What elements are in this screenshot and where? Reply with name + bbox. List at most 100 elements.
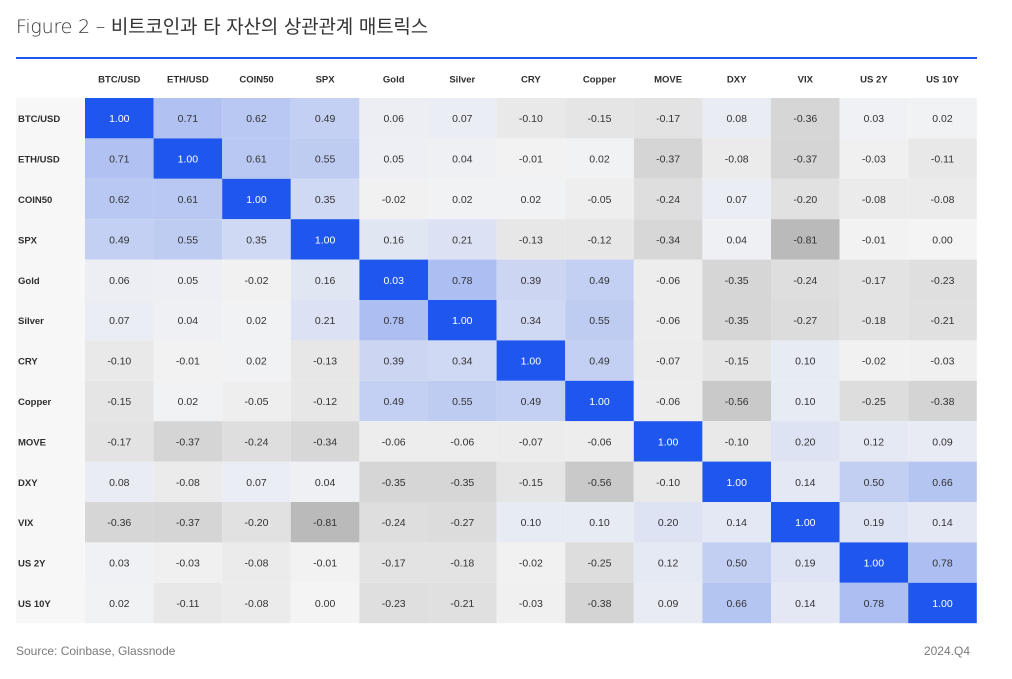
row-label: Gold [18, 276, 40, 287]
heatmap-cell [359, 219, 428, 260]
cell-value: 0.34 [452, 356, 473, 368]
heatmap-cell [428, 259, 497, 300]
heatmap-cell [839, 259, 909, 300]
cell-value: -0.15 [725, 356, 749, 368]
cell-value: 0.08 [109, 477, 130, 489]
cell-value: 0.19 [864, 517, 885, 529]
cell-value: 0.16 [315, 275, 336, 287]
heatmap-cell [633, 98, 703, 139]
heatmap-cell [565, 178, 634, 220]
header-band [16, 59, 977, 98]
cell-value: 1.00 [658, 436, 679, 448]
heatmap-cell [222, 542, 291, 583]
row-label-cell [16, 502, 85, 543]
heatmap-cell [565, 259, 634, 300]
heatmap-cell [222, 138, 291, 179]
cell-value: -0.24 [656, 194, 680, 206]
heatmap-cell [496, 178, 566, 220]
cell-value: 0.49 [109, 234, 130, 246]
heatmap-cell [908, 178, 977, 220]
heatmap-cell [359, 502, 428, 543]
heatmap-cell [85, 421, 154, 462]
column-label: ETH/USD [167, 75, 209, 86]
heatmap-cell [85, 178, 154, 220]
cell-value: 0.21 [315, 315, 336, 327]
heatmap-cell [85, 259, 154, 300]
cell-value: -0.07 [656, 356, 680, 368]
heatmap-cell [565, 300, 634, 341]
cell-value: 0.09 [932, 436, 953, 448]
heatmap-cell [771, 98, 840, 139]
heatmap-cell [290, 380, 360, 422]
cell-value: -0.03 [519, 598, 543, 610]
heatmap-cell [290, 582, 360, 624]
heatmap-cell [839, 461, 909, 502]
cell-value: 1.00 [864, 558, 885, 570]
cell-value: -0.06 [656, 396, 680, 408]
cell-value: -0.08 [931, 194, 955, 206]
heatmap-cell [839, 178, 909, 220]
heatmap-cell [222, 98, 291, 139]
cell-value: 0.49 [521, 396, 542, 408]
cell-value: 0.16 [383, 234, 404, 246]
cell-value: 0.07 [726, 194, 747, 206]
cell-value: -0.10 [725, 436, 749, 448]
cell-value: 0.66 [726, 598, 747, 610]
heatmap-cell [85, 380, 154, 422]
cell-value: 0.62 [109, 194, 130, 206]
heatmap-cell [565, 380, 634, 422]
cell-value: -0.06 [656, 315, 680, 327]
heatmap-cell [908, 98, 977, 139]
cell-value: -0.06 [588, 436, 612, 448]
cell-value: -0.34 [656, 234, 680, 246]
cell-value: -0.24 [245, 436, 269, 448]
cell-value: -0.06 [450, 436, 474, 448]
heatmap-cell [565, 502, 634, 543]
cell-value: -0.17 [107, 436, 131, 448]
heatmap-cell [428, 582, 497, 624]
heatmap-cell [290, 300, 360, 341]
cell-value: -0.06 [382, 436, 406, 448]
heatmap-cell [290, 219, 360, 260]
heatmap-cell [496, 380, 566, 422]
cell-value: 0.05 [178, 275, 199, 287]
heatmap-cell [496, 502, 566, 543]
heatmap-cell [290, 178, 360, 220]
cell-value: -0.11 [176, 598, 199, 610]
row-label-cell [16, 542, 85, 583]
heatmap-cell [565, 542, 634, 583]
cell-value: 0.10 [795, 396, 816, 408]
column-label: CRY [521, 75, 541, 86]
cell-value: 0.02 [246, 356, 267, 368]
row-label: ETH/USD [18, 155, 60, 166]
heatmap-cell [771, 340, 840, 381]
heatmap-cell [771, 219, 840, 260]
cell-value: -0.36 [107, 517, 131, 529]
heatmap-cell [359, 340, 428, 381]
cell-value: -0.13 [313, 356, 337, 368]
heatmap-cell [153, 502, 223, 543]
cell-value: 0.49 [589, 275, 610, 287]
cell-value: -0.37 [793, 154, 817, 166]
heatmap-cell [428, 300, 497, 341]
column-label: DXY [727, 75, 747, 86]
heatmap-cell [428, 461, 497, 502]
cell-value: 0.19 [795, 558, 816, 570]
cell-value: -0.18 [450, 558, 474, 570]
heatmap-cell [290, 98, 360, 139]
heatmap-cell [771, 461, 840, 502]
heatmap-cell [565, 98, 634, 139]
cell-value: 0.02 [932, 113, 953, 125]
heatmap-cell [222, 259, 291, 300]
row-label-cell [16, 340, 85, 381]
cell-value: -0.21 [931, 315, 955, 327]
cell-value: 0.03 [109, 558, 130, 570]
column-label: Copper [583, 75, 617, 86]
heatmap-cell [496, 259, 566, 300]
cell-value: 0.14 [726, 517, 747, 529]
cell-value: -0.18 [862, 315, 886, 327]
row-label-cell [16, 138, 85, 179]
cell-value: -0.37 [656, 154, 680, 166]
cell-value: 0.34 [521, 315, 542, 327]
cell-value: 0.09 [658, 598, 679, 610]
